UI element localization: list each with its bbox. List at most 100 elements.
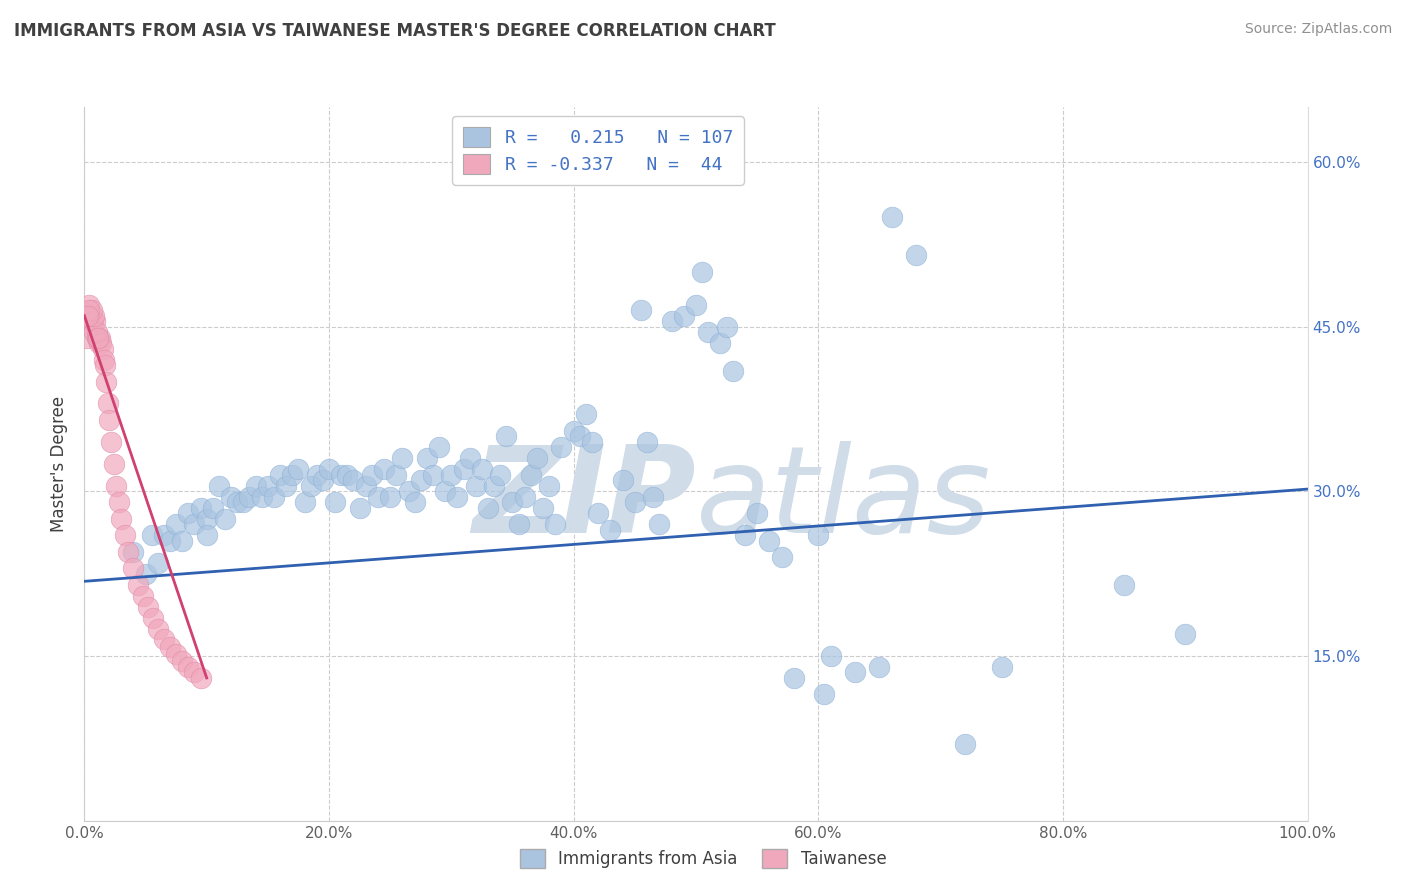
Point [122,561,145,575]
Point [86,330,108,344]
Point [190,500,212,515]
Point [294,495,316,509]
Point [132,589,155,603]
Point [77,303,100,318]
Point [336,467,359,482]
Point [427,441,450,455]
Point [643,490,665,504]
Point [391,451,413,466]
Point [110,512,132,526]
Point [880,210,903,224]
Point [122,544,145,558]
Point [991,660,1014,674]
Point [117,544,139,558]
Point [201,500,224,515]
Point [97,396,120,410]
Point [172,655,194,669]
Point [813,687,835,701]
Point [697,325,720,339]
Point [758,533,780,548]
Point [446,490,468,504]
Point [807,528,830,542]
Point [685,298,707,312]
Point [232,495,254,509]
Point [257,479,280,493]
Point [287,462,309,476]
Point [238,490,260,504]
Point [648,517,671,532]
Point [409,473,432,487]
Point [276,479,298,493]
Point [80,303,103,318]
Legend: R =   0.215   N = 107, R = -0.337   N =  44: R = 0.215 N = 107, R = -0.337 N = 44 [453,116,744,185]
Point [318,462,340,476]
Point [83,309,105,323]
Point [422,467,444,482]
Point [471,462,494,476]
Point [159,533,181,548]
Point [208,479,231,493]
Point [330,467,353,482]
Point [513,490,536,504]
Point [709,336,731,351]
Point [783,671,806,685]
Point [440,467,463,482]
Point [107,495,129,509]
Point [458,451,481,466]
Point [531,500,554,515]
Point [77,309,100,323]
Point [354,479,377,493]
Point [153,632,176,647]
Point [373,462,395,476]
Point [76,330,98,344]
Point [82,314,104,328]
Point [97,413,120,427]
Point [495,429,517,443]
Point [165,647,187,661]
Point [398,484,420,499]
Point [135,566,157,581]
Text: atlas: atlas [696,441,991,558]
Point [630,303,652,318]
Point [434,484,457,499]
Point [820,648,842,663]
Point [269,467,291,482]
Point [690,265,713,279]
Point [526,451,548,466]
Point [770,550,793,565]
Point [87,336,110,351]
Point [103,457,125,471]
Point [226,495,249,509]
Point [90,336,112,351]
Point [87,330,110,344]
Point [599,523,621,537]
Point [153,528,176,542]
Point [482,479,505,493]
Point [136,599,159,614]
Point [747,506,769,520]
Point [586,506,609,520]
Point [305,467,328,482]
Point [214,512,236,526]
Point [844,665,866,680]
Point [89,330,111,344]
Point [77,298,100,312]
Point [142,610,165,624]
Point [83,325,105,339]
Legend: Immigrants from Asia, Taiwanese: Immigrants from Asia, Taiwanese [513,843,893,875]
Point [114,528,136,542]
Point [177,506,200,520]
Point [367,490,389,504]
Point [190,671,212,685]
Point [1114,577,1136,591]
Point [146,556,169,570]
Point [538,479,561,493]
Point [568,429,591,443]
Point [86,325,108,339]
Point [183,665,205,680]
Point [219,490,242,504]
Point [416,451,439,466]
Point [165,517,187,532]
Point [953,737,976,751]
Point [477,500,499,515]
